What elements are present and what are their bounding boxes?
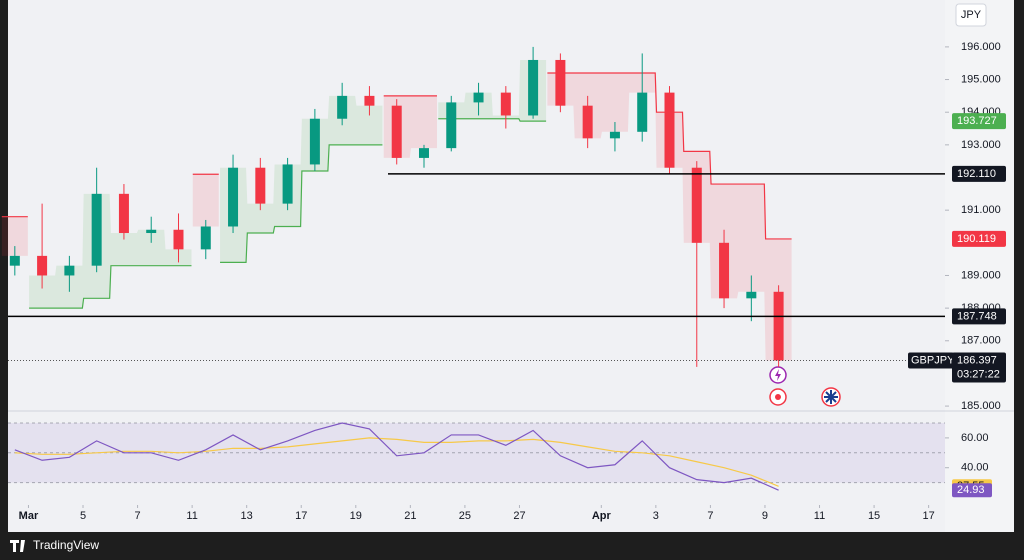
price-axis-bg <box>945 0 1014 532</box>
x-tick-label: 27 <box>513 510 525 522</box>
last-badge <box>952 352 1006 383</box>
trend-line <box>29 265 192 309</box>
event-dot <box>775 394 781 400</box>
trend-label: 193.727 <box>957 115 997 127</box>
candle-body <box>446 102 457 149</box>
trend-fill <box>547 73 792 361</box>
candle-body <box>146 229 157 234</box>
rsi-badge <box>952 483 992 498</box>
y-tick-label: 189.000 <box>961 269 1001 281</box>
trend-label: 190.119 <box>957 233 996 245</box>
footer <box>0 532 1024 560</box>
x-tick-label: 11 <box>814 510 825 522</box>
candle-body <box>337 95 348 119</box>
brand-logo <box>10 540 25 552</box>
trend-line <box>438 118 547 122</box>
countdown: 03:27:22 <box>957 368 1000 380</box>
rsi-value-label: 24.93 <box>957 484 985 496</box>
candle-body <box>228 167 239 227</box>
currency[interactable]: JPY <box>961 9 982 21</box>
candle-body <box>91 193 102 266</box>
x-tick-label: Mar <box>19 510 39 522</box>
y-tick-label: 191.000 <box>961 204 1001 216</box>
last-label: 186.397 <box>957 354 997 366</box>
candle-body <box>391 105 402 158</box>
currency-box[interactable] <box>955 3 987 27</box>
candle-body <box>118 193 129 234</box>
x-tick-label: 17 <box>295 510 307 522</box>
trend-badge <box>952 230 1006 247</box>
candle-body <box>773 291 784 361</box>
candle-body <box>255 167 266 204</box>
candle-body <box>37 255 48 276</box>
y-tick-label: 196.000 <box>961 41 1001 53</box>
alert-bolt <box>775 369 781 381</box>
candle-body <box>173 229 184 250</box>
x-tick-label: 19 <box>350 510 362 522</box>
x-tick-label: 9 <box>762 510 768 522</box>
x-tick-label: 7 <box>707 510 713 522</box>
candle-body <box>309 118 320 165</box>
uk-flag <box>824 390 838 404</box>
trend-fill <box>1 216 28 256</box>
x-tick-label: 5 <box>80 510 86 522</box>
level-badge <box>952 308 1006 325</box>
brand: TradingView <box>33 538 99 552</box>
x-tick-label: 13 <box>241 510 253 522</box>
candle-body <box>637 92 648 132</box>
candle-body <box>364 95 375 106</box>
y-tick-label: 195.000 <box>961 73 1001 85</box>
trend-line <box>220 144 383 264</box>
candle-body <box>582 105 593 139</box>
x-tick-label: 15 <box>868 510 880 522</box>
x-tick-label: 21 <box>404 510 416 522</box>
trend-badge <box>952 113 1006 130</box>
level-badge <box>952 165 1006 182</box>
x-tick-label: 11 <box>186 510 197 522</box>
candle-body <box>500 92 511 116</box>
level-label: 192.110 <box>957 168 996 180</box>
x-tick-label: 7 <box>135 510 141 522</box>
candle-body <box>691 167 702 243</box>
y-tick-label: 60.00 <box>961 432 989 444</box>
candle-body <box>200 226 211 250</box>
candle-body <box>473 92 484 103</box>
x-tick-label: 17 <box>923 510 935 522</box>
y-tick-label: 185.000 <box>961 400 1001 412</box>
candle-body <box>719 242 730 299</box>
trend-fill <box>192 174 219 227</box>
candle-body <box>418 148 429 158</box>
candle-body <box>664 92 675 168</box>
candle-body <box>555 59 566 106</box>
x-tick-label: 3 <box>653 510 659 522</box>
y-tick-label: 187.000 <box>961 335 1001 347</box>
candle-body <box>282 164 293 204</box>
candle-body <box>609 131 620 139</box>
candle-body <box>528 59 539 116</box>
y-tick-label: 193.000 <box>961 139 1001 151</box>
trend-fill <box>438 59 547 122</box>
candle-body <box>64 265 75 276</box>
y-tick-label: 40.00 <box>961 462 989 474</box>
symbol-label: GBPJPY <box>911 354 955 366</box>
candle-body <box>9 255 20 266</box>
level-label: 187.748 <box>957 310 997 322</box>
rsi-line <box>14 422 779 491</box>
x-tick-label: Apr <box>592 510 612 522</box>
rsi-line <box>14 437 779 487</box>
x-tick-label: 25 <box>459 510 471 522</box>
candle-body <box>746 291 757 299</box>
symbol-badge <box>908 352 954 369</box>
